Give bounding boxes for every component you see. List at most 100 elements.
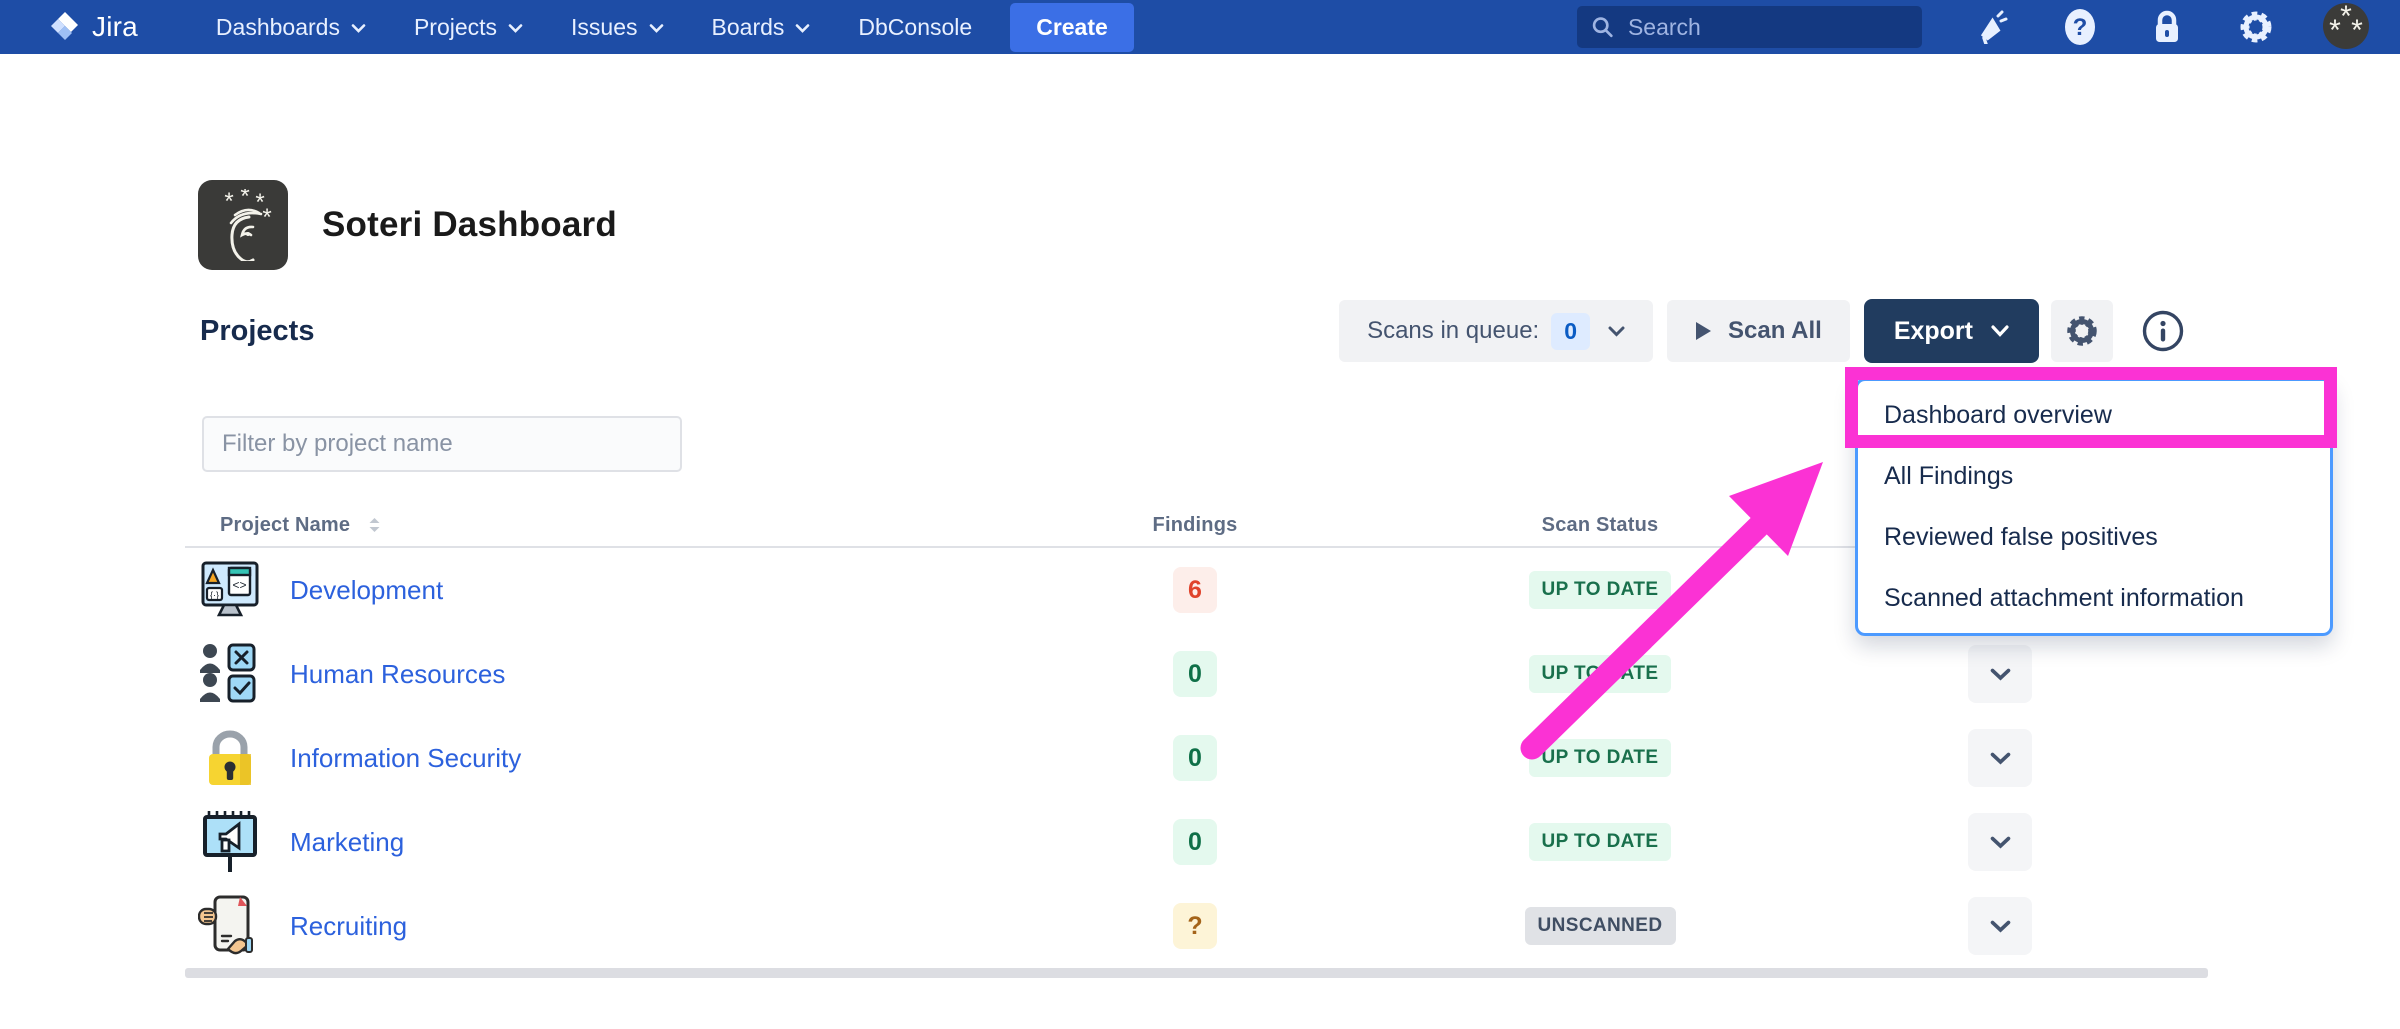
svg-text:*: * bbox=[2329, 14, 2341, 47]
chevron-down-icon bbox=[649, 24, 663, 33]
scans-in-queue-count: 0 bbox=[1551, 312, 1590, 350]
nav-item-projects[interactable]: Projects bbox=[414, 14, 523, 41]
chevron-down-icon bbox=[1990, 668, 2010, 680]
project-link-recruiting[interactable]: Recruiting bbox=[290, 910, 408, 941]
nav-item-boards[interactable]: Boards bbox=[712, 14, 811, 41]
gear-icon bbox=[2067, 316, 2097, 346]
jira-logo[interactable]: Jira bbox=[48, 10, 138, 44]
nav-item-dashboards[interactable]: Dashboards bbox=[216, 14, 366, 41]
svg-text:*: * bbox=[240, 189, 249, 210]
export-label: Export bbox=[1893, 316, 1973, 345]
scan-status-badge: UP TO DATE bbox=[1528, 655, 1672, 693]
chevron-down-icon bbox=[508, 24, 523, 33]
row-actions-button[interactable] bbox=[1968, 729, 2032, 787]
findings-badge: 0 bbox=[1173, 819, 1217, 865]
findings-badge: ? bbox=[1173, 903, 1217, 949]
project-link-marketing[interactable]: Marketing bbox=[290, 826, 405, 857]
export-menu-item-dashboard-overview[interactable]: Dashboard overview bbox=[1884, 401, 2112, 429]
svg-text:*: * bbox=[224, 189, 233, 215]
user-avatar[interactable]: * * * bbox=[2322, 0, 2370, 53]
findings-badge: 0 bbox=[1173, 735, 1217, 781]
nav-item-label: Issues bbox=[571, 13, 638, 40]
development-project-icon: <> {·} bbox=[201, 561, 259, 617]
megaphone-icon bbox=[1980, 10, 2008, 44]
jira-logo-icon bbox=[51, 12, 78, 40]
scans-in-queue-label: Scans in queue: bbox=[1367, 317, 1540, 344]
scan-status-badge: UP TO DATE bbox=[1528, 571, 1672, 609]
project-link-development[interactable]: Development bbox=[290, 574, 444, 605]
nav-item-label: Dashboards bbox=[215, 13, 340, 40]
row-actions-button[interactable] bbox=[1968, 813, 2032, 871]
announcements-button[interactable] bbox=[1974, 10, 2008, 44]
top-navbar: Jira Dashboards Projects Issues Boards D… bbox=[0, 0, 2400, 54]
page-title: Soteri Dashboard bbox=[322, 205, 617, 244]
export-button[interactable]: Export bbox=[1863, 299, 2039, 363]
table-row: Recruiting ? UNSCANNED bbox=[185, 884, 2215, 968]
export-menu-item-all-findings[interactable]: All Findings bbox=[1884, 462, 2014, 490]
export-menu-item-scanned-attachment-information[interactable]: Scanned attachment information bbox=[1884, 584, 2244, 612]
lock-button[interactable] bbox=[2152, 9, 2182, 45]
scans-in-queue-button[interactable]: Scans in queue: 0 bbox=[1339, 300, 1653, 362]
project-filter-input[interactable] bbox=[202, 416, 682, 472]
column-header-scan-status: Scan Status bbox=[1541, 513, 1659, 536]
svg-text:<>: <> bbox=[232, 578, 246, 592]
horizontal-scrollbar[interactable] bbox=[185, 968, 2208, 978]
jira-logo-text: Jira bbox=[92, 11, 138, 42]
recruiting-project-icon bbox=[198, 895, 253, 955]
chevron-down-icon bbox=[1991, 325, 2009, 337]
info-button[interactable] bbox=[2141, 309, 2185, 353]
toolbar: Scans in queue: 0 Scan All Export bbox=[1339, 299, 2185, 363]
create-button[interactable]: Create bbox=[1010, 2, 1134, 52]
svg-text:*: * bbox=[255, 189, 264, 216]
sort-icon[interactable] bbox=[368, 517, 381, 533]
nav-item-label: DbConsole bbox=[858, 13, 973, 40]
gear-icon bbox=[2240, 11, 2272, 43]
search-icon bbox=[1592, 17, 1613, 38]
svg-text:*: * bbox=[2340, 2, 2352, 33]
nav-item-issues[interactable]: Issues bbox=[571, 14, 663, 41]
help-button[interactable]: ? bbox=[2064, 8, 2096, 46]
chevron-down-icon bbox=[1990, 752, 2010, 764]
svg-text:*: * bbox=[2351, 14, 2363, 47]
export-dropdown-menu: Dashboard overview All Findings Reviewed… bbox=[1855, 378, 2333, 636]
settings-button[interactable] bbox=[2238, 9, 2274, 45]
scan-all-label: Scan All bbox=[1728, 317, 1822, 344]
scan-status-badge: UP TO DATE bbox=[1528, 823, 1672, 861]
scan-status-badge: UNSCANNED bbox=[1524, 907, 1676, 945]
dashboard-settings-button[interactable] bbox=[2051, 300, 2113, 362]
table-row: Marketing 0 UP TO DATE bbox=[185, 800, 2215, 884]
nav-item-dbconsole[interactable]: DbConsole bbox=[858, 14, 972, 41]
human-resources-project-icon bbox=[200, 643, 256, 703]
page-header: * * * * Soteri Dashboard bbox=[198, 180, 2400, 270]
help-icon: ? bbox=[2065, 9, 2095, 45]
projects-heading: Projects bbox=[200, 314, 315, 347]
chevron-down-icon bbox=[796, 24, 810, 33]
search-input[interactable] bbox=[1627, 13, 1908, 41]
svg-text:{·}: {·} bbox=[210, 590, 219, 600]
marketing-project-icon bbox=[203, 811, 257, 872]
nav-item-label: Boards bbox=[711, 13, 785, 40]
search-box[interactable] bbox=[1577, 6, 1922, 48]
row-actions-button[interactable] bbox=[1968, 645, 2032, 703]
scan-all-button[interactable]: Scan All bbox=[1667, 300, 1850, 362]
row-actions-button[interactable] bbox=[1968, 897, 2032, 955]
play-icon bbox=[1696, 322, 1711, 340]
chevron-down-icon bbox=[1608, 326, 1625, 337]
information-security-project-icon bbox=[209, 730, 251, 785]
nav-menu: Dashboards Projects Issues Boards DbCons… bbox=[216, 14, 972, 41]
nav-item-label: Projects bbox=[413, 13, 498, 40]
table-row: Information Security 0 UP TO DATE bbox=[185, 716, 2215, 800]
findings-badge: 0 bbox=[1173, 651, 1217, 697]
avatar-soteri-icon: * * * bbox=[2323, 0, 2369, 49]
table-row: Human Resources 0 UP TO DATE bbox=[185, 632, 2215, 716]
info-icon bbox=[2142, 310, 2184, 352]
column-header-project-name[interactable]: Project Name bbox=[220, 513, 351, 536]
project-link-information-security[interactable]: Information Security bbox=[290, 742, 522, 773]
project-link-human-resources[interactable]: Human Resources bbox=[290, 658, 506, 689]
svg-text:?: ? bbox=[2073, 14, 2088, 41]
lock-icon bbox=[2156, 10, 2178, 42]
svg-text:*: * bbox=[262, 204, 271, 231]
column-header-findings: Findings bbox=[1152, 513, 1238, 536]
export-menu-item-reviewed-false-positives[interactable]: Reviewed false positives bbox=[1884, 523, 2158, 551]
chevron-down-icon bbox=[1990, 920, 2010, 932]
